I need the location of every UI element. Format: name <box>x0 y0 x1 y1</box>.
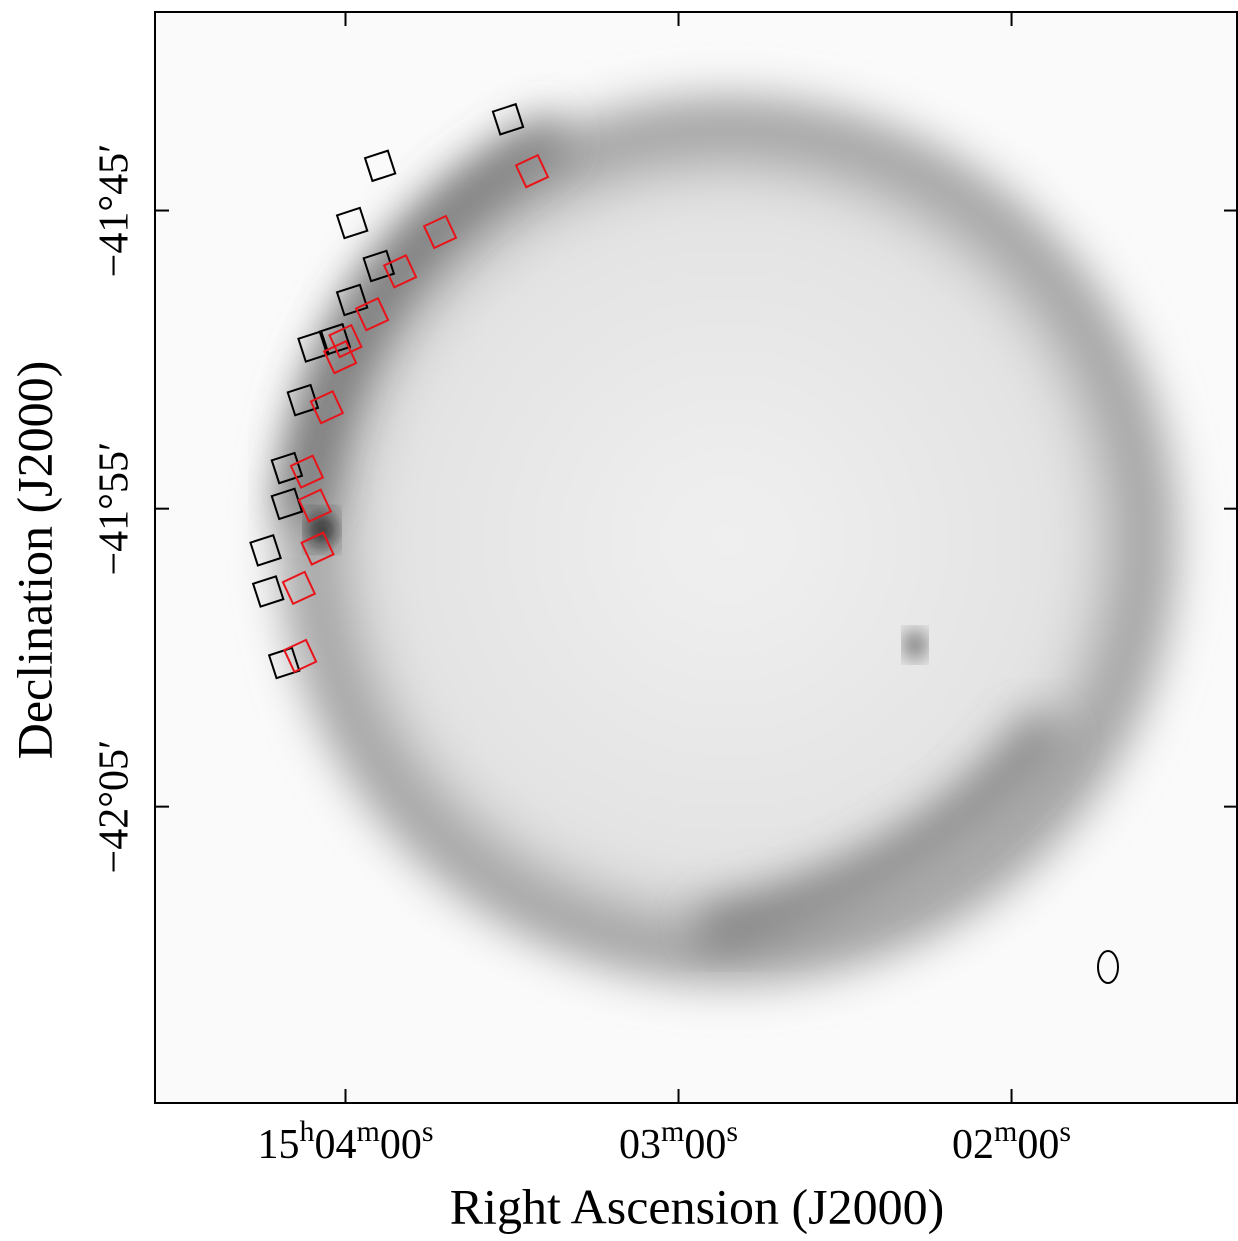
square-marker <box>514 153 550 189</box>
square-marker <box>282 638 318 674</box>
square-marker <box>318 322 352 356</box>
square-marker <box>251 575 285 608</box>
x-tick-label: 02m00s <box>952 1115 1071 1168</box>
y-axis-title: Declination (J2000) <box>6 361 62 760</box>
plot-frame <box>154 11 1238 1104</box>
square-marker <box>286 383 320 417</box>
x-axis-title: Right Ascension (J2000) <box>450 1178 944 1234</box>
square-marker <box>422 214 458 250</box>
square-marker <box>281 570 317 606</box>
square-marker <box>335 206 369 240</box>
square-marker <box>300 531 335 566</box>
square-marker <box>491 102 525 136</box>
square-marker <box>363 149 397 183</box>
square-marker <box>322 339 358 375</box>
square-marker <box>309 389 345 425</box>
y-tick-label: −41°45′ <box>92 144 138 278</box>
square-marker <box>354 296 390 332</box>
y-tick-label: −41°55′ <box>92 442 138 576</box>
square-marker <box>335 283 369 317</box>
square-marker <box>267 646 301 680</box>
x-tick-label: 03m00s <box>619 1115 738 1168</box>
square-marker <box>297 488 333 523</box>
square-marker <box>270 451 304 485</box>
square-marker <box>297 330 330 363</box>
x-tick-label: 15h04m00s <box>257 1115 433 1168</box>
square-marker <box>289 454 325 489</box>
square-marker <box>249 533 282 567</box>
y-tick-label: −42°05′ <box>92 740 138 874</box>
square-marker <box>382 254 418 289</box>
radio-image <box>155 12 1238 1103</box>
